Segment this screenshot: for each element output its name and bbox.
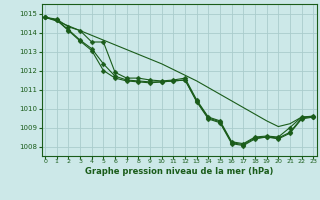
X-axis label: Graphe pression niveau de la mer (hPa): Graphe pression niveau de la mer (hPa) bbox=[85, 167, 273, 176]
